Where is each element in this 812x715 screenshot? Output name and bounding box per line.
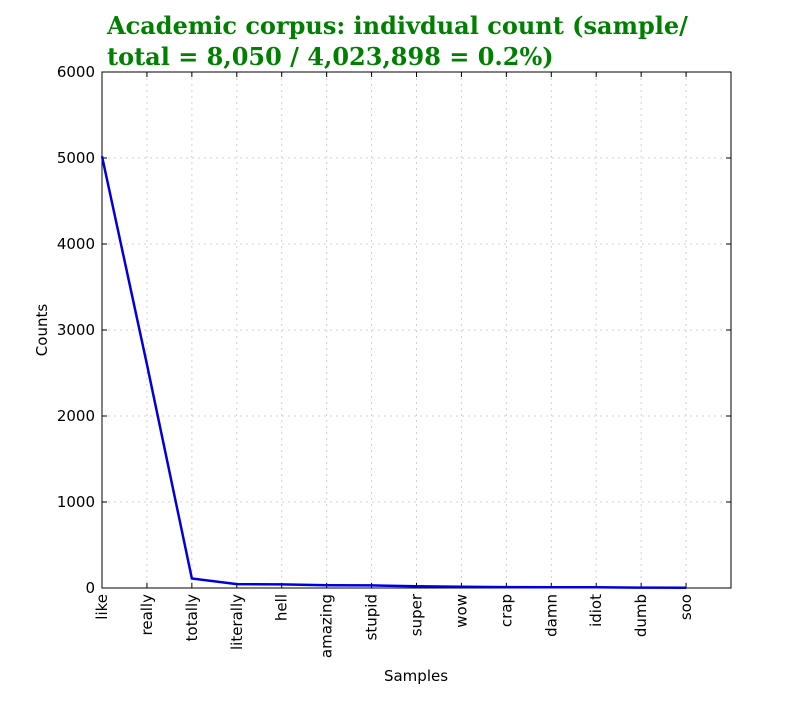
y-tick-label: 6000 [57, 63, 95, 81]
y-tick-label: 0 [85, 579, 95, 597]
y-tick-label: 1000 [57, 493, 95, 511]
chart-title-line-2: total = 8,050 / 4,023,898 = 0.2%) [107, 42, 554, 71]
series-line [100, 156, 687, 589]
x-tick-label: really [138, 594, 156, 636]
y-tick-label: 5000 [57, 149, 95, 167]
x-tick-label: dumb [632, 594, 650, 637]
y-axis-label: Counts [33, 304, 51, 357]
y-tick-labels: 0 1000 2000 3000 4000 5000 6000 [57, 63, 95, 597]
x-tick-label: literally [228, 594, 246, 650]
chart-title: Academic corpus: indivdual count (sample… [107, 10, 787, 72]
x-tick-label: idiot [587, 594, 605, 627]
y-tick-label: 3000 [57, 321, 95, 339]
grid-lines [102, 72, 731, 588]
x-tick-label: like [93, 594, 111, 620]
x-tick-label: wow [452, 594, 470, 628]
x-tick-label: soo [677, 594, 695, 620]
x-tick-label: amazing [318, 594, 336, 658]
x-tick-labels: like really totally literally hell amazing stu… [93, 593, 695, 658]
y-tick-label: 4000 [57, 235, 95, 253]
chart-title-line-1: Academic corpus: indivdual count (sample… [107, 11, 688, 40]
x-tick-label: hell [273, 594, 291, 621]
x-axis-label: Samples [384, 667, 448, 685]
x-tick-label: damn [542, 594, 560, 637]
x-tick-label: super [408, 593, 426, 636]
x-tick-label: stupid [363, 594, 381, 640]
x-tick-label: totally [183, 594, 201, 641]
y-tick-label: 2000 [57, 407, 95, 425]
x-tick-label: crap [497, 594, 515, 627]
